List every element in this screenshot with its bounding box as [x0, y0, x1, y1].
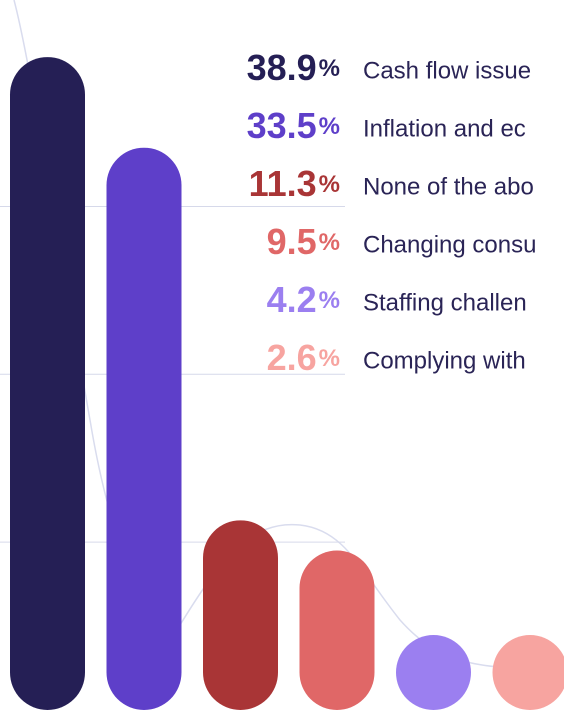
bar: [10, 57, 85, 711]
value-label: 33.5%: [247, 105, 340, 146]
category-label: None of the abo: [363, 173, 534, 200]
value-label: 38.9%: [247, 47, 340, 88]
value-label: 9.5%: [267, 221, 340, 262]
category-label: Changing consu: [363, 231, 536, 258]
category-label: Staffing challen: [363, 289, 527, 316]
category-label: Inflation and ec: [363, 115, 526, 142]
value-label: 11.3%: [249, 163, 340, 204]
bar: [396, 635, 471, 710]
decorative-curve: [13, 0, 564, 670]
value-label: 4.2%: [267, 279, 340, 320]
bar: [492, 635, 564, 710]
category-label: Complying with: [363, 347, 526, 374]
bar: [299, 550, 375, 710]
category-label: Cash flow issue: [363, 57, 531, 84]
value-label: 2.6%: [267, 337, 340, 378]
bars: [10, 57, 564, 711]
legend: 38.9% Cash flow issue 33.5% Inflation and e…: [247, 47, 537, 378]
bar: [106, 147, 182, 710]
bar: [203, 520, 278, 710]
